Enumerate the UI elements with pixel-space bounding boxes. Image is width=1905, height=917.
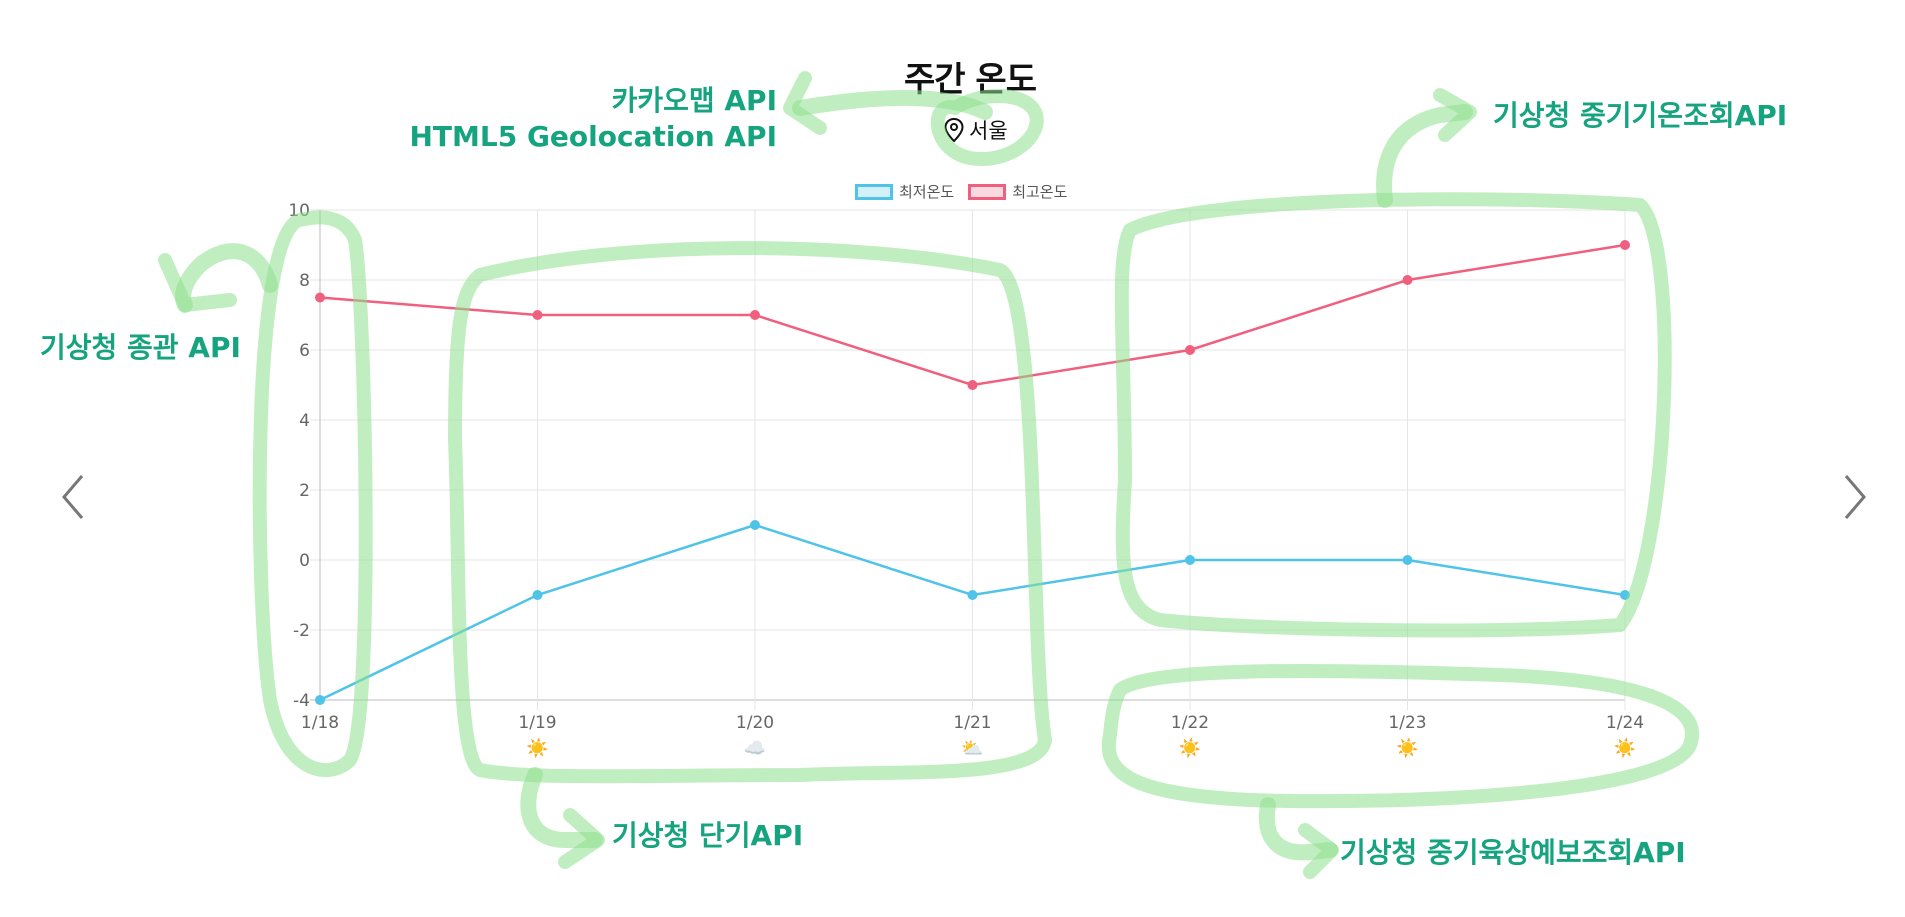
weather-icon: ☀️ <box>1179 737 1201 759</box>
weather-icon: ☀️ <box>1614 737 1636 759</box>
highlight-current-column <box>252 210 373 778</box>
x-tick-label: 1/24 <box>1606 713 1644 733</box>
data-point <box>1620 240 1630 250</box>
highlight-mid-land-ellipse <box>1101 663 1699 809</box>
annotation-mid-temp-api: 기상청 중기기온조회API <box>1493 99 1788 132</box>
data-point <box>532 310 543 320</box>
data-point <box>1185 555 1195 565</box>
y-tick-label: 6 <box>299 341 310 361</box>
y-tick-label: 0 <box>299 551 310 571</box>
data-point <box>532 590 543 600</box>
legend-swatch-min <box>855 183 893 200</box>
annotation-location-api-line1: 카카오맵 API <box>611 84 777 117</box>
legend-item-max[interactable]: 최고온도 <box>968 181 1067 202</box>
data-point <box>1185 345 1195 355</box>
legend-item-min[interactable]: 최저온도 <box>855 181 954 202</box>
highlight-location-scribble <box>930 89 1044 167</box>
x-tick-label: 1/20 <box>736 713 774 733</box>
highlight-mid-temp-box <box>1114 192 1672 638</box>
weather-icon: ☀️ <box>1396 737 1418 759</box>
arrow-current-head <box>158 253 237 312</box>
data-point <box>967 380 978 390</box>
highlight-short-term-box <box>448 241 1052 784</box>
data-point <box>1402 555 1413 565</box>
data-point <box>750 310 760 320</box>
y-tick-label: 8 <box>299 271 310 291</box>
y-tick-label: 2 <box>299 481 310 501</box>
arrow-location <box>792 90 993 120</box>
weather-icon: ☁️ <box>744 738 766 759</box>
arrow-mid-land-head <box>1298 823 1339 879</box>
data-point <box>315 695 325 705</box>
y-tick-label: -4 <box>293 691 310 711</box>
x-tick-label: 1/22 <box>1171 713 1209 733</box>
next-week-button[interactable] <box>1835 467 1875 527</box>
arrow-short-term-head <box>558 808 605 869</box>
prev-week-button[interactable] <box>53 467 93 527</box>
chart-legend: 최저온도 최고온도 <box>855 181 1067 202</box>
x-tick-label: 1/23 <box>1388 713 1426 733</box>
location-pin-icon <box>944 117 964 143</box>
x-tick-label: 1/21 <box>953 713 991 733</box>
x-tick-label: 1/18 <box>301 713 339 733</box>
chevron-right-icon <box>1844 475 1866 519</box>
annotation-short-term-api: 기상청 단기API <box>612 819 804 852</box>
data-point <box>967 590 978 600</box>
y-tick-label: -2 <box>293 621 310 641</box>
arrow-short-term <box>520 767 603 848</box>
arrow-mid-temp <box>1376 104 1473 208</box>
legend-label-max: 최고온도 <box>1012 183 1068 201</box>
legend-label-min: 최저온도 <box>899 183 955 201</box>
arrow-mid-land <box>1258 797 1338 861</box>
annotation-current-api: 기상청 종관 API <box>40 331 241 364</box>
arrow-mid-temp-head <box>1433 88 1477 142</box>
location-name: 서울 <box>969 119 1008 143</box>
data-point <box>315 292 325 303</box>
legend-swatch-max <box>968 183 1007 200</box>
annotation-location-api-line2: HTML5 Geolocation API <box>409 120 777 153</box>
weather-icon: ⛅ <box>961 738 983 759</box>
data-point <box>750 520 760 530</box>
data-point <box>1402 275 1413 285</box>
annotation-mid-land-api: 기상청 중기육상예보조회API <box>1340 836 1686 869</box>
y-tick-label: 4 <box>299 411 310 431</box>
chevron-left-icon <box>62 475 84 519</box>
annotation-location-api: 카카오맵 API HTML5 Geolocation API <box>409 83 777 155</box>
location-display[interactable]: 서울 <box>943 115 1008 145</box>
weather-icon: ☀️ <box>526 737 548 759</box>
x-tick-label: 1/19 <box>518 713 556 733</box>
arrow-location-head <box>783 71 827 135</box>
